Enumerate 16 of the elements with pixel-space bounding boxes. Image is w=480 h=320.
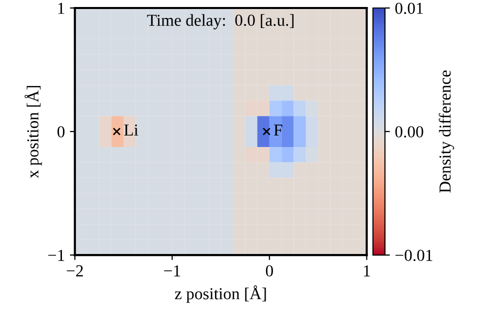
y-tick-label: 1 — [58, 2, 64, 14]
y-tick-label: −1 — [48, 250, 64, 261]
annotation: F — [274, 124, 282, 136]
y-axis-title: x position [Å] — [24, 86, 42, 178]
x-tick-label: −2 — [66, 265, 83, 276]
color-bar-label: 0.00 — [395, 126, 424, 138]
chart-title: Time delay: 0.0 [a.u.] — [147, 14, 294, 30]
x-tick-label: −1 — [164, 265, 180, 276]
color-bar-label: −0.01 — [396, 250, 432, 262]
y-tick-label: 0 — [57, 126, 65, 138]
x-axis-title: z position [Å] — [174, 285, 266, 303]
color-bar-label: 0.01 — [395, 2, 423, 14]
x-tick-label: 0 — [266, 265, 273, 276]
color-bar-title: Density difference — [438, 70, 454, 193]
x-tick-label: 1 — [364, 265, 370, 276]
annotation: Li — [124, 124, 138, 136]
